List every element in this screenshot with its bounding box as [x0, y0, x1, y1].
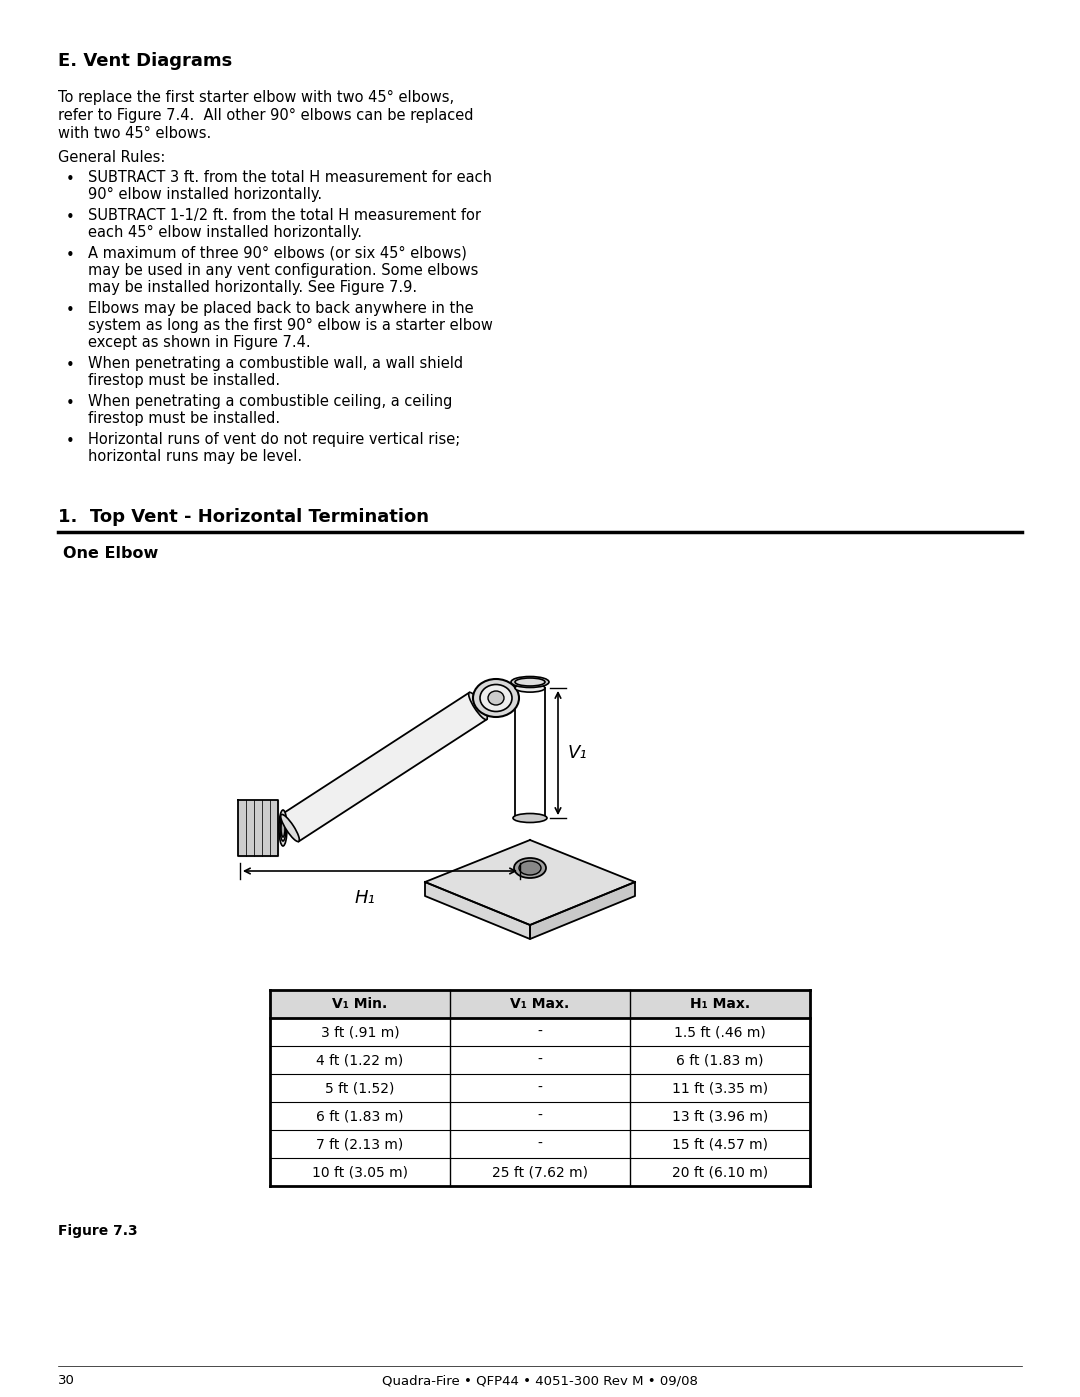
- Ellipse shape: [281, 814, 299, 841]
- Text: SUBTRACT 3 ft. from the total H measurement for each: SUBTRACT 3 ft. from the total H measurem…: [87, 170, 492, 184]
- Text: with two 45° elbows.: with two 45° elbows.: [58, 126, 212, 141]
- Text: 30: 30: [58, 1375, 75, 1387]
- Text: One Elbow: One Elbow: [63, 546, 159, 562]
- Text: firestop must be installed.: firestop must be installed.: [87, 373, 280, 388]
- Text: •: •: [66, 395, 75, 411]
- Ellipse shape: [514, 858, 546, 877]
- Ellipse shape: [280, 814, 286, 841]
- Text: V₁: V₁: [568, 745, 588, 761]
- Ellipse shape: [519, 861, 541, 875]
- Text: When penetrating a combustible ceiling, a ceiling: When penetrating a combustible ceiling, …: [87, 394, 453, 409]
- Text: except as shown in Figure 7.4.: except as shown in Figure 7.4.: [87, 335, 311, 351]
- Text: 10 ft (3.05 m): 10 ft (3.05 m): [312, 1165, 408, 1179]
- Text: may be installed horizontally. See Figure 7.9.: may be installed horizontally. See Figur…: [87, 279, 417, 295]
- Ellipse shape: [513, 813, 546, 823]
- Text: -: -: [538, 1081, 542, 1095]
- Text: •: •: [66, 434, 75, 448]
- Polygon shape: [281, 693, 487, 841]
- Text: 90° elbow installed horizontally.: 90° elbow installed horizontally.: [87, 187, 322, 203]
- Polygon shape: [426, 840, 635, 925]
- Text: -: -: [538, 1025, 542, 1039]
- Text: •: •: [66, 249, 75, 263]
- Polygon shape: [238, 800, 278, 856]
- Text: H₁: H₁: [355, 888, 376, 907]
- Ellipse shape: [473, 679, 519, 717]
- Text: Quadra-Fire • QFP44 • 4051-300 Rev M • 09/08: Quadra-Fire • QFP44 • 4051-300 Rev M • 0…: [382, 1375, 698, 1387]
- Text: To replace the first starter elbow with two 45° elbows,: To replace the first starter elbow with …: [58, 89, 454, 105]
- Ellipse shape: [281, 819, 285, 837]
- Text: 6 ft (1.83 m): 6 ft (1.83 m): [676, 1053, 764, 1067]
- Text: 15 ft (4.57 m): 15 ft (4.57 m): [672, 1137, 768, 1151]
- Text: Figure 7.3: Figure 7.3: [58, 1224, 137, 1238]
- Polygon shape: [426, 882, 530, 939]
- Text: -: -: [538, 1053, 542, 1067]
- Text: Elbows may be placed back to back anywhere in the: Elbows may be placed back to back anywhe…: [87, 300, 474, 316]
- Text: V₁ Min.: V₁ Min.: [333, 997, 388, 1011]
- Polygon shape: [270, 990, 810, 1018]
- Text: •: •: [66, 210, 75, 225]
- Text: each 45° elbow installed horizontally.: each 45° elbow installed horizontally.: [87, 225, 362, 240]
- Text: •: •: [66, 172, 75, 187]
- Ellipse shape: [515, 678, 545, 686]
- Text: H₁ Max.: H₁ Max.: [690, 997, 751, 1011]
- Text: General Rules:: General Rules:: [58, 149, 165, 165]
- Ellipse shape: [279, 810, 287, 847]
- Text: •: •: [66, 358, 75, 373]
- Ellipse shape: [469, 693, 487, 719]
- Text: horizontal runs may be level.: horizontal runs may be level.: [87, 448, 302, 464]
- Text: firestop must be installed.: firestop must be installed.: [87, 411, 280, 426]
- Text: A maximum of three 90° elbows (or six 45° elbows): A maximum of three 90° elbows (or six 45…: [87, 246, 467, 261]
- Text: 4 ft (1.22 m): 4 ft (1.22 m): [316, 1053, 404, 1067]
- Text: 1.  Top Vent - Horizontal Termination: 1. Top Vent - Horizontal Termination: [58, 509, 429, 527]
- Text: 13 ft (3.96 m): 13 ft (3.96 m): [672, 1109, 768, 1123]
- Text: 11 ft (3.35 m): 11 ft (3.35 m): [672, 1081, 768, 1095]
- Text: 5 ft (1.52): 5 ft (1.52): [325, 1081, 394, 1095]
- Text: E. Vent Diagrams: E. Vent Diagrams: [58, 52, 232, 70]
- Text: 6 ft (1.83 m): 6 ft (1.83 m): [316, 1109, 404, 1123]
- Text: system as long as the first 90° elbow is a starter elbow: system as long as the first 90° elbow is…: [87, 319, 492, 332]
- Ellipse shape: [480, 685, 512, 711]
- Polygon shape: [530, 882, 635, 939]
- Text: When penetrating a combustible wall, a wall shield: When penetrating a combustible wall, a w…: [87, 356, 463, 372]
- Text: -: -: [538, 1137, 542, 1151]
- Text: •: •: [66, 303, 75, 319]
- Ellipse shape: [488, 692, 504, 705]
- Text: refer to Figure 7.4.  All other 90° elbows can be replaced: refer to Figure 7.4. All other 90° elbow…: [58, 108, 473, 123]
- Text: V₁ Max.: V₁ Max.: [511, 997, 569, 1011]
- Ellipse shape: [511, 676, 549, 687]
- Text: 3 ft (.91 m): 3 ft (.91 m): [321, 1025, 400, 1039]
- Text: 1.5 ft (.46 m): 1.5 ft (.46 m): [674, 1025, 766, 1039]
- Text: 25 ft (7.62 m): 25 ft (7.62 m): [492, 1165, 588, 1179]
- Text: Horizontal runs of vent do not require vertical rise;: Horizontal runs of vent do not require v…: [87, 432, 460, 447]
- Text: SUBTRACT 1-1/2 ft. from the total H measurement for: SUBTRACT 1-1/2 ft. from the total H meas…: [87, 208, 481, 224]
- Text: -: -: [538, 1109, 542, 1123]
- Text: 20 ft (6.10 m): 20 ft (6.10 m): [672, 1165, 768, 1179]
- Text: may be used in any vent configuration. Some elbows: may be used in any vent configuration. S…: [87, 263, 478, 278]
- Text: 7 ft (2.13 m): 7 ft (2.13 m): [316, 1137, 404, 1151]
- Ellipse shape: [515, 685, 545, 692]
